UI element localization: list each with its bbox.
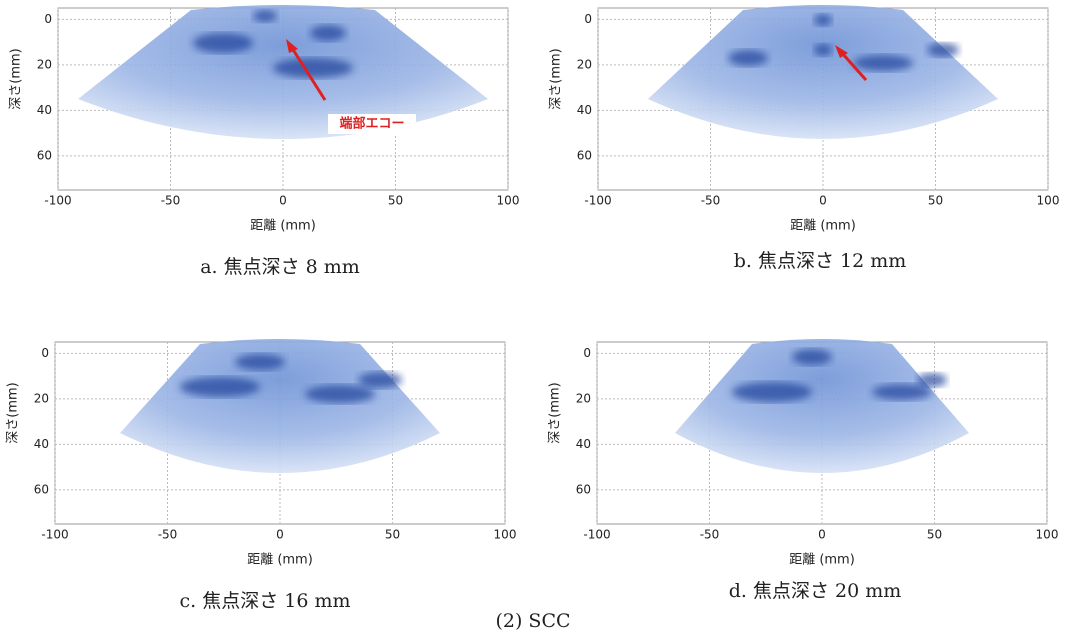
ultrasound-image [648, 5, 998, 140]
y-tick-label: 20 [37, 57, 52, 71]
arrow-head [835, 45, 848, 58]
panel: -100 -50 0 50 100 0 20 40 60 距離 (mm) 深さ(mm) b. 焦点深さ… [549, 5, 1060, 272]
echo-region [792, 349, 832, 365]
echo-region [728, 50, 768, 66]
x-tick-label: 0 [279, 194, 287, 208]
x-tick-label: -100 [584, 194, 611, 208]
x-tick-label: -100 [41, 528, 68, 542]
x-axis-label: 距離 (mm) [250, 219, 316, 234]
y-axis-label: 深さ(mm) [548, 382, 563, 443]
y-tick-label: 20 [577, 57, 592, 71]
y-tick-label: 40 [37, 103, 52, 117]
y-tick-label: 40 [34, 437, 49, 451]
y-tick-label: 60 [37, 148, 52, 162]
echo-region [358, 372, 402, 388]
x-tick-label: 0 [819, 194, 827, 208]
y-tick-label: 20 [576, 391, 591, 405]
y-axis-label: 深さ(mm) [6, 382, 21, 443]
x-axis-label: 距離 (mm) [789, 553, 855, 568]
echo-region [310, 25, 346, 41]
echo-region [814, 44, 832, 56]
y-tick-label: 40 [577, 103, 592, 117]
echo-region [814, 14, 832, 26]
panel-caption: b. 焦点深さ 12 mm [734, 250, 907, 272]
echo-region [732, 382, 812, 402]
x-tick-label: -100 [583, 528, 610, 542]
x-tick-label: 100 [1037, 194, 1060, 208]
y-axis-label: 深さ(mm) [549, 48, 564, 109]
y-tick-label: 0 [41, 346, 49, 360]
panel: -100 -50 0 50 100 0 20 40 60 距離 (mm) 深さ(mm) a. 焦点深さ… [9, 5, 520, 278]
y-tick-label: 0 [584, 12, 592, 26]
x-tick-label: 50 [928, 194, 943, 208]
y-tick-label: 60 [34, 482, 49, 496]
ultrasound-image [120, 339, 440, 474]
echo-region [180, 377, 260, 397]
x-tick-label: -50 [161, 194, 181, 208]
echo-region [253, 10, 277, 22]
echo-region [927, 43, 959, 57]
echo-region [917, 373, 947, 387]
panel-caption: a. 焦点深さ 8 mm [200, 256, 360, 278]
annotation-bg [328, 114, 416, 134]
panel-caption: d. 焦点深さ 20 mm [729, 580, 902, 602]
panel-caption: c. 焦点深さ 16 mm [179, 590, 350, 612]
arrow-head [286, 39, 298, 53]
x-axis-label: 距離 (mm) [790, 219, 856, 234]
arrow [290, 47, 327, 101]
x-tick-label: 50 [385, 528, 400, 542]
figure-caption: (2) SCC [495, 610, 570, 632]
echo-region [235, 354, 285, 370]
y-tick-label: 60 [576, 482, 591, 496]
x-tick-label: -50 [700, 528, 720, 542]
y-tick-label: 40 [576, 437, 591, 451]
echo-region [853, 55, 913, 71]
x-tick-label: 100 [497, 194, 520, 208]
panel: -100 -50 0 50 100 0 20 40 60 距離 (mm) 深さ(mm) c. 焦点深さ… [6, 339, 517, 612]
x-tick-label: -50 [158, 528, 178, 542]
x-tick-label: 100 [1036, 528, 1059, 542]
x-tick-label: 0 [818, 528, 826, 542]
y-axis-label: 深さ(mm) [9, 48, 24, 109]
y-tick-label: 0 [583, 346, 591, 360]
panel: -100 -50 0 50 100 0 20 40 60 距離 (mm) 深さ(mm) d. 焦点深さ… [548, 339, 1059, 602]
y-tick-label: 60 [577, 148, 592, 162]
annotation: 端部エコー [339, 116, 404, 132]
x-tick-label: 100 [494, 528, 517, 542]
x-axis-label: 距離 (mm) [247, 553, 313, 568]
x-tick-label: 50 [388, 194, 403, 208]
ultrasound-image [675, 339, 969, 474]
y-tick-label: 0 [44, 12, 52, 26]
echo-region [273, 58, 353, 78]
echo-region [193, 33, 253, 53]
x-tick-label: 50 [927, 528, 942, 542]
x-tick-label: 0 [276, 528, 284, 542]
arrow [840, 52, 868, 81]
echo-region [872, 384, 932, 400]
echo-region [305, 385, 375, 403]
x-tick-label: -50 [701, 194, 721, 208]
y-tick-label: 20 [34, 391, 49, 405]
x-tick-label: -100 [44, 194, 71, 208]
